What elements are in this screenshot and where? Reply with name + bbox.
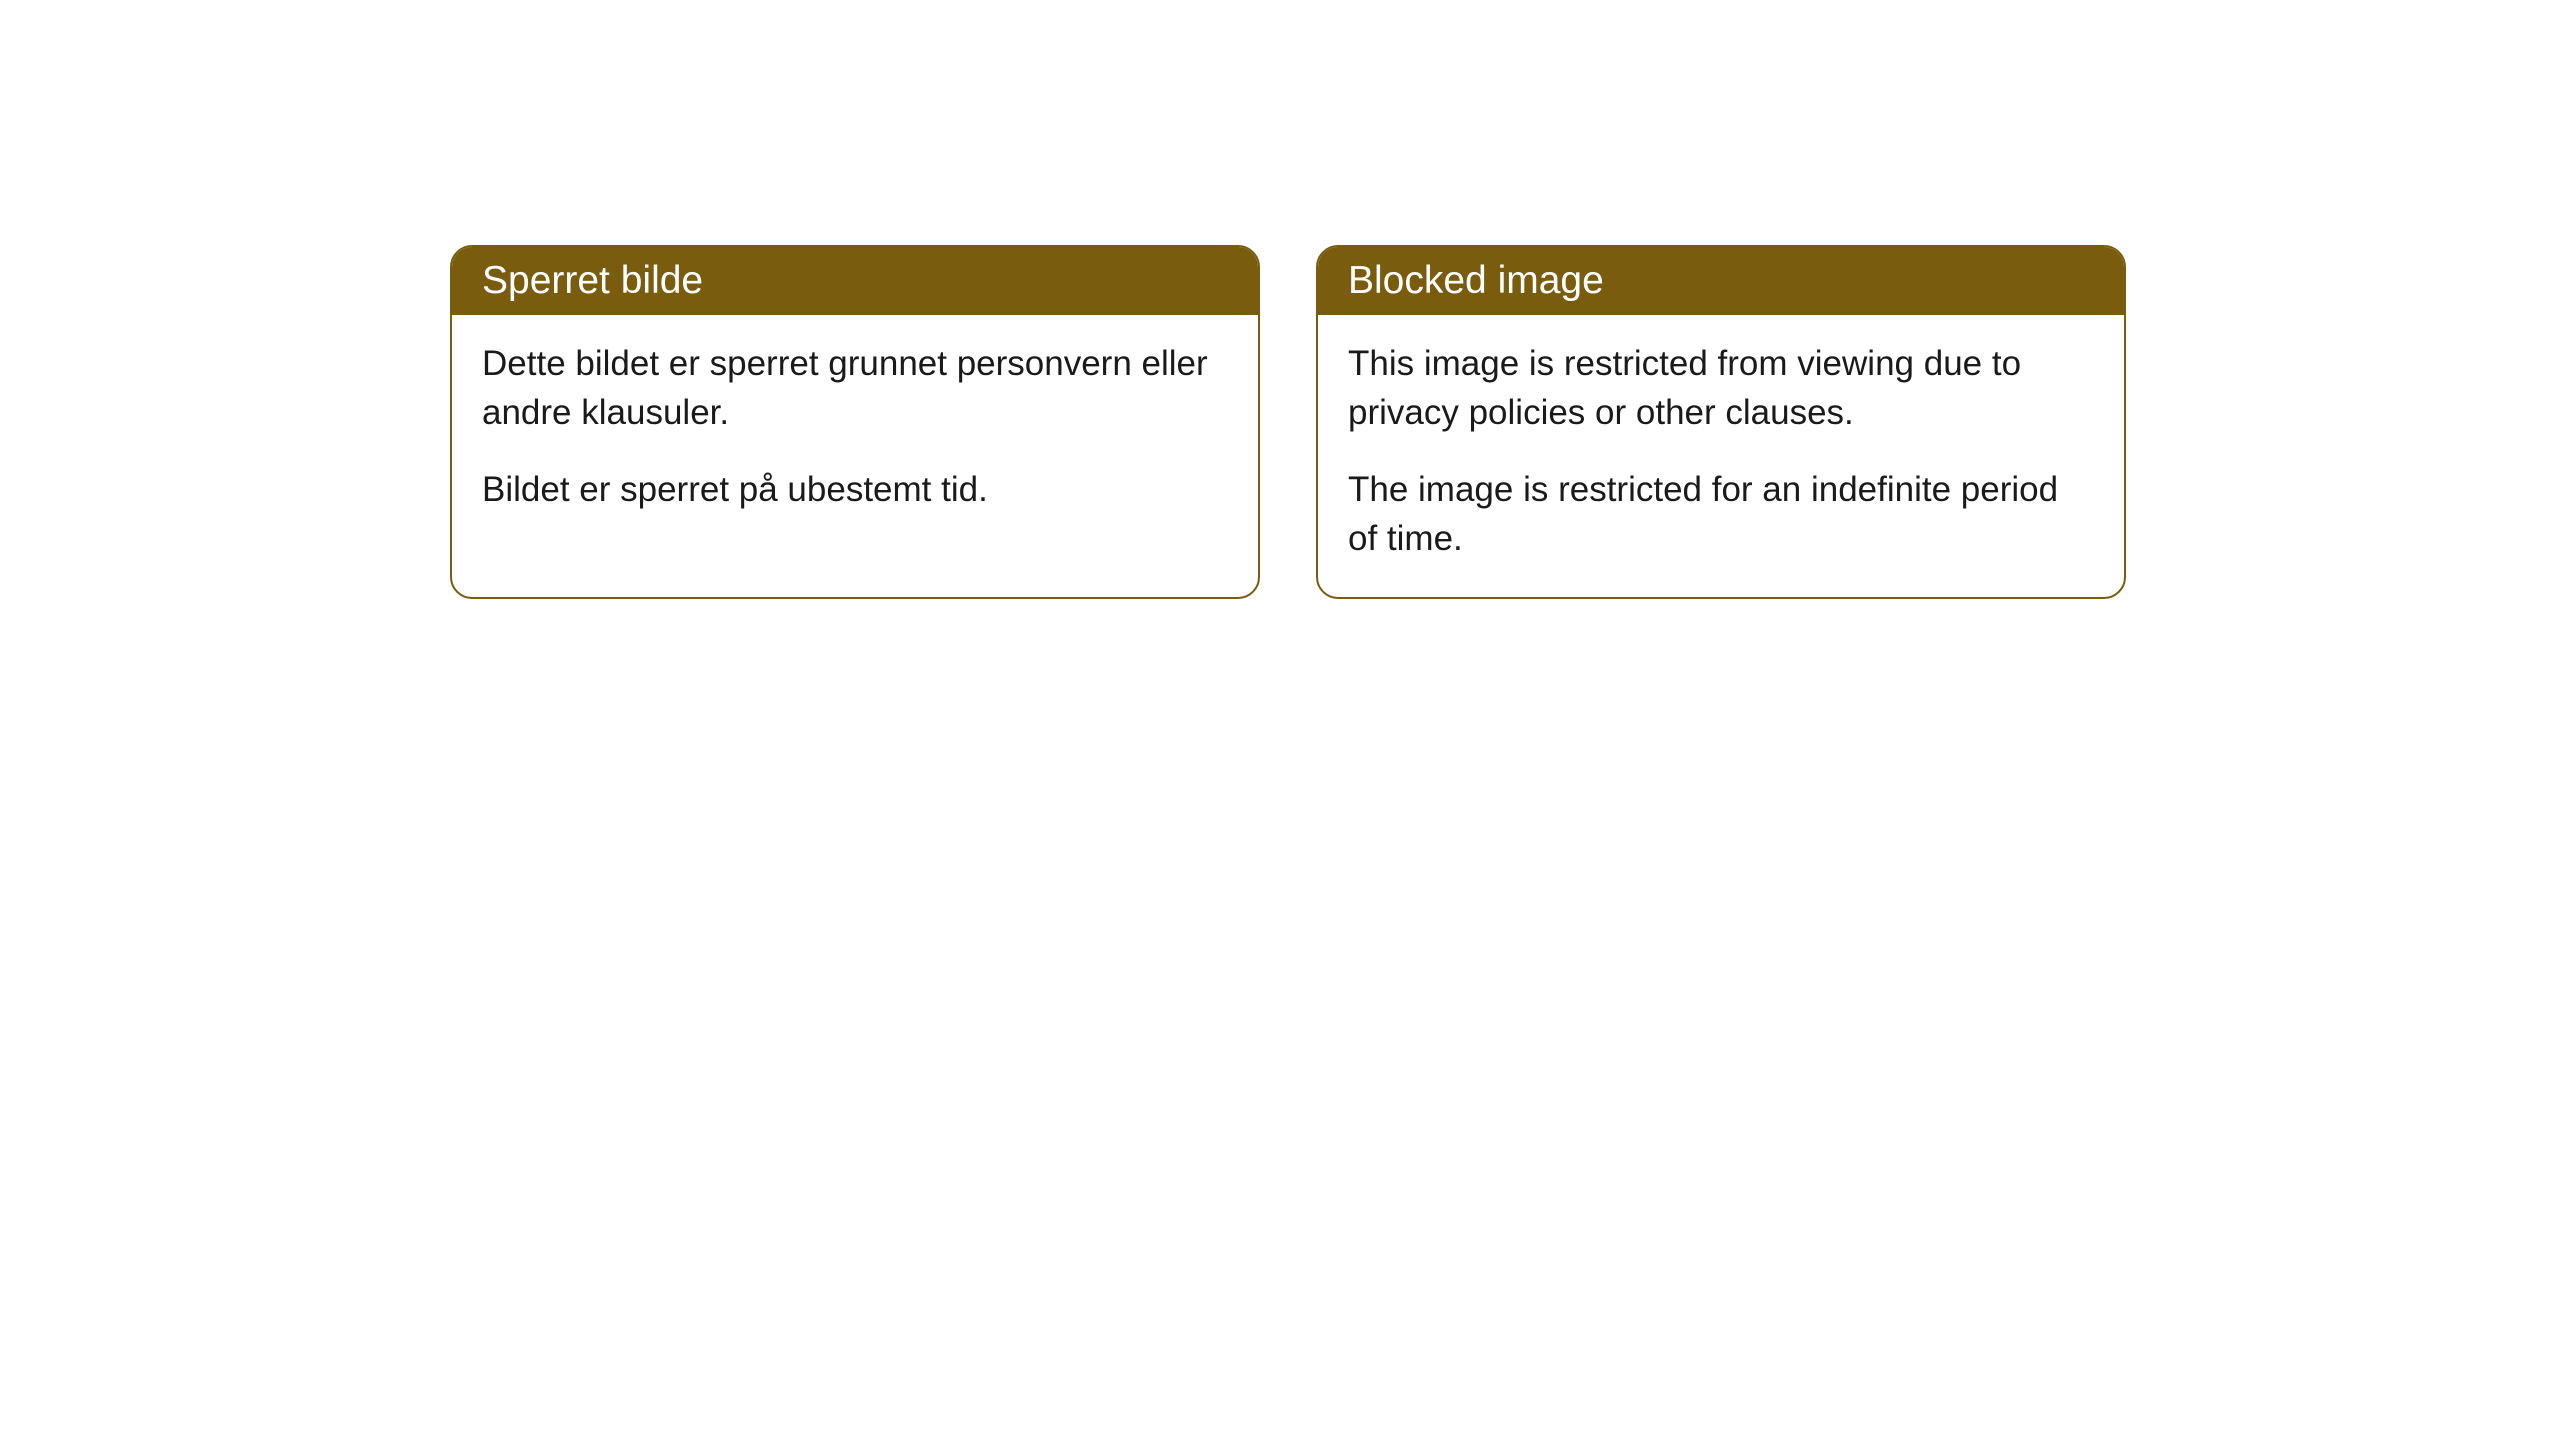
card-paragraph-1-english: This image is restricted from viewing du… (1348, 339, 2094, 437)
blocked-image-card-norwegian: Sperret bilde Dette bildet er sperret gr… (450, 245, 1260, 599)
card-header-norwegian: Sperret bilde (452, 247, 1258, 315)
card-header-english: Blocked image (1318, 247, 2124, 315)
card-paragraph-1-norwegian: Dette bildet er sperret grunnet personve… (482, 339, 1228, 437)
card-body-english: This image is restricted from viewing du… (1318, 315, 2124, 597)
notice-cards-container: Sperret bilde Dette bildet er sperret gr… (450, 245, 2126, 599)
card-title-norwegian: Sperret bilde (482, 259, 703, 302)
card-body-norwegian: Dette bildet er sperret grunnet personve… (452, 315, 1258, 548)
blocked-image-card-english: Blocked image This image is restricted f… (1316, 245, 2126, 599)
card-paragraph-2-english: The image is restricted for an indefinit… (1348, 465, 2094, 563)
card-title-english: Blocked image (1348, 259, 1604, 302)
card-paragraph-2-norwegian: Bildet er sperret på ubestemt tid. (482, 465, 1228, 514)
